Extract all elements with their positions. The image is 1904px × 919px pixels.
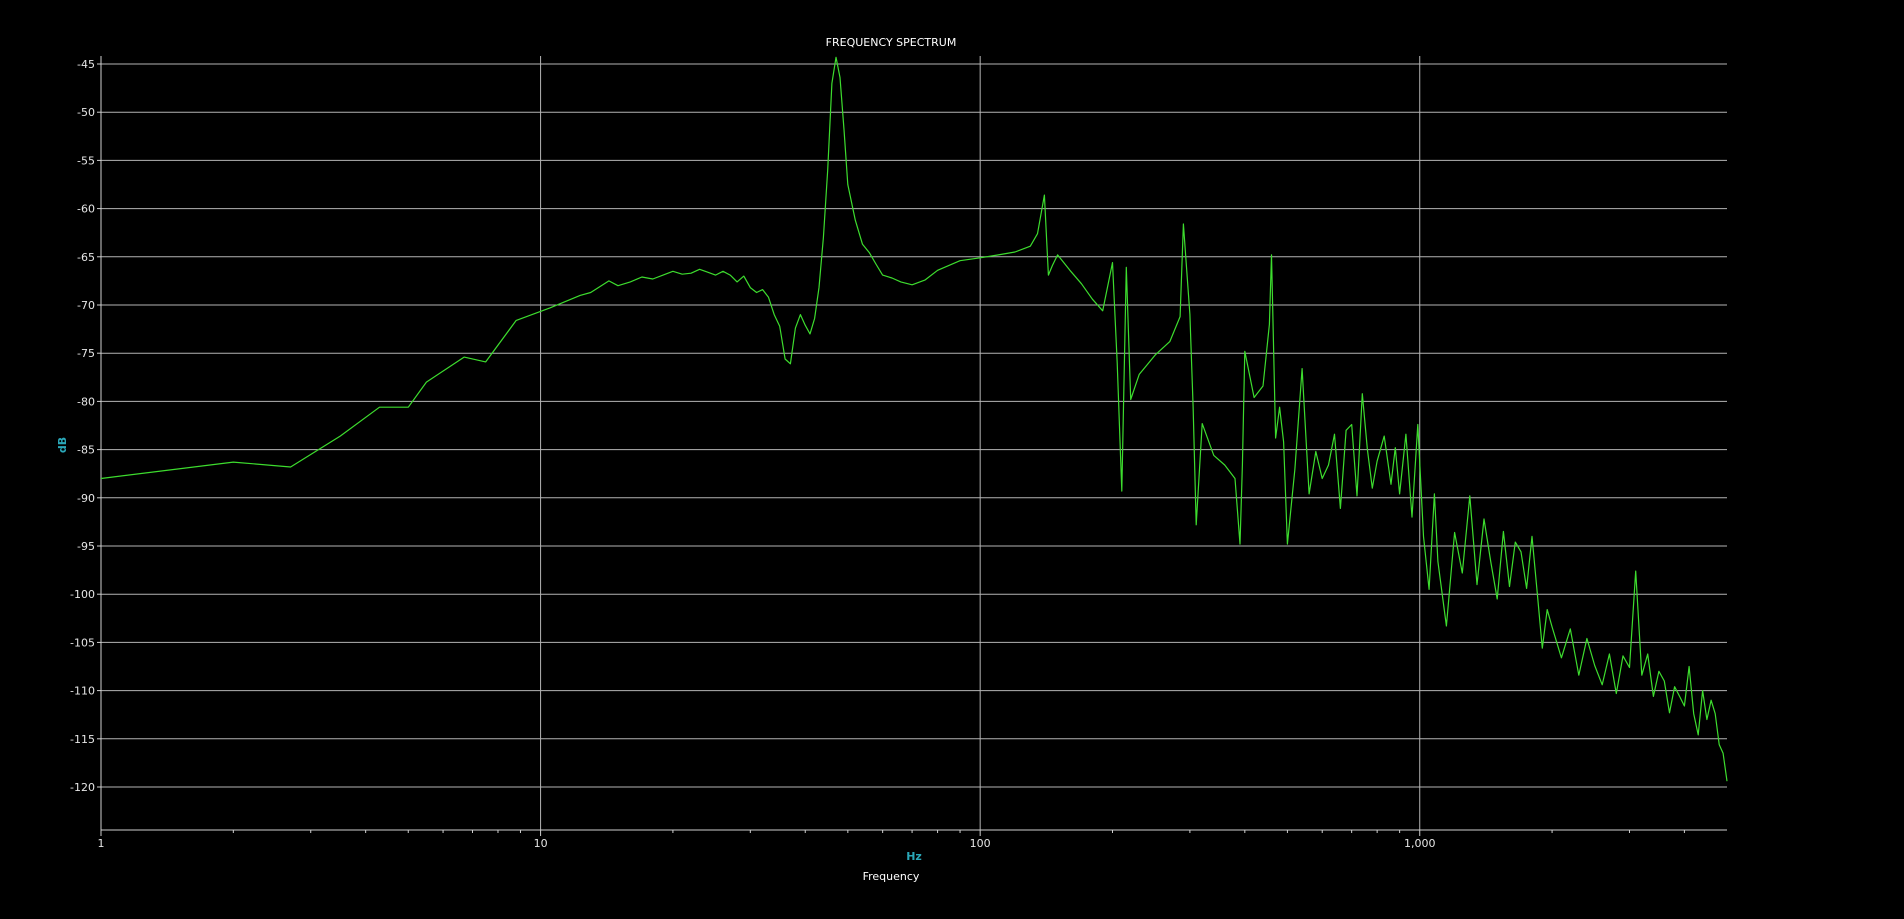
chart-title: FREQUENCY SPECTRUM (826, 36, 957, 49)
y-tick-label: -85 (77, 444, 95, 457)
y-tick-label: -90 (77, 492, 95, 505)
x-axis-label: Frequency (863, 870, 920, 883)
x-tick-label: 100 (970, 837, 991, 850)
x-tick-label: 1 (98, 837, 105, 850)
y-tick-label: -45 (77, 58, 95, 71)
y-tick-label: -120 (70, 781, 95, 794)
y-tick-label: -65 (77, 251, 95, 264)
x-tick-label: 10 (534, 837, 548, 850)
grid (101, 56, 1727, 830)
y-tick-label: -70 (77, 299, 95, 312)
spectrum-line (100, 56, 1728, 782)
y-tick-label: -80 (77, 395, 95, 408)
series (100, 56, 1728, 782)
y-tick-label: -110 (70, 685, 95, 698)
y-tick-label: -55 (77, 154, 95, 167)
y-tick-label: -115 (70, 733, 95, 746)
y-tick-label: -105 (70, 636, 95, 649)
y-tick-label: -50 (77, 106, 95, 119)
axes (97, 56, 1727, 836)
y-tick-label: -60 (77, 203, 95, 216)
y-tick-labels: -45 -50 -55 -60 -65 -70 -75 -80 -85 -90 -95 -100 -10… (70, 58, 95, 794)
x-axis-unit: Hz (906, 850, 922, 863)
y-tick-label: -100 (70, 588, 95, 601)
x-tick-labels: 1 10 100 1,000 (98, 837, 1436, 850)
x-tick-label: 1,000 (1404, 837, 1436, 850)
y-tick-label: -75 (77, 347, 95, 360)
y-tick-label: -95 (77, 540, 95, 553)
y-axis-unit: dB (56, 437, 69, 453)
